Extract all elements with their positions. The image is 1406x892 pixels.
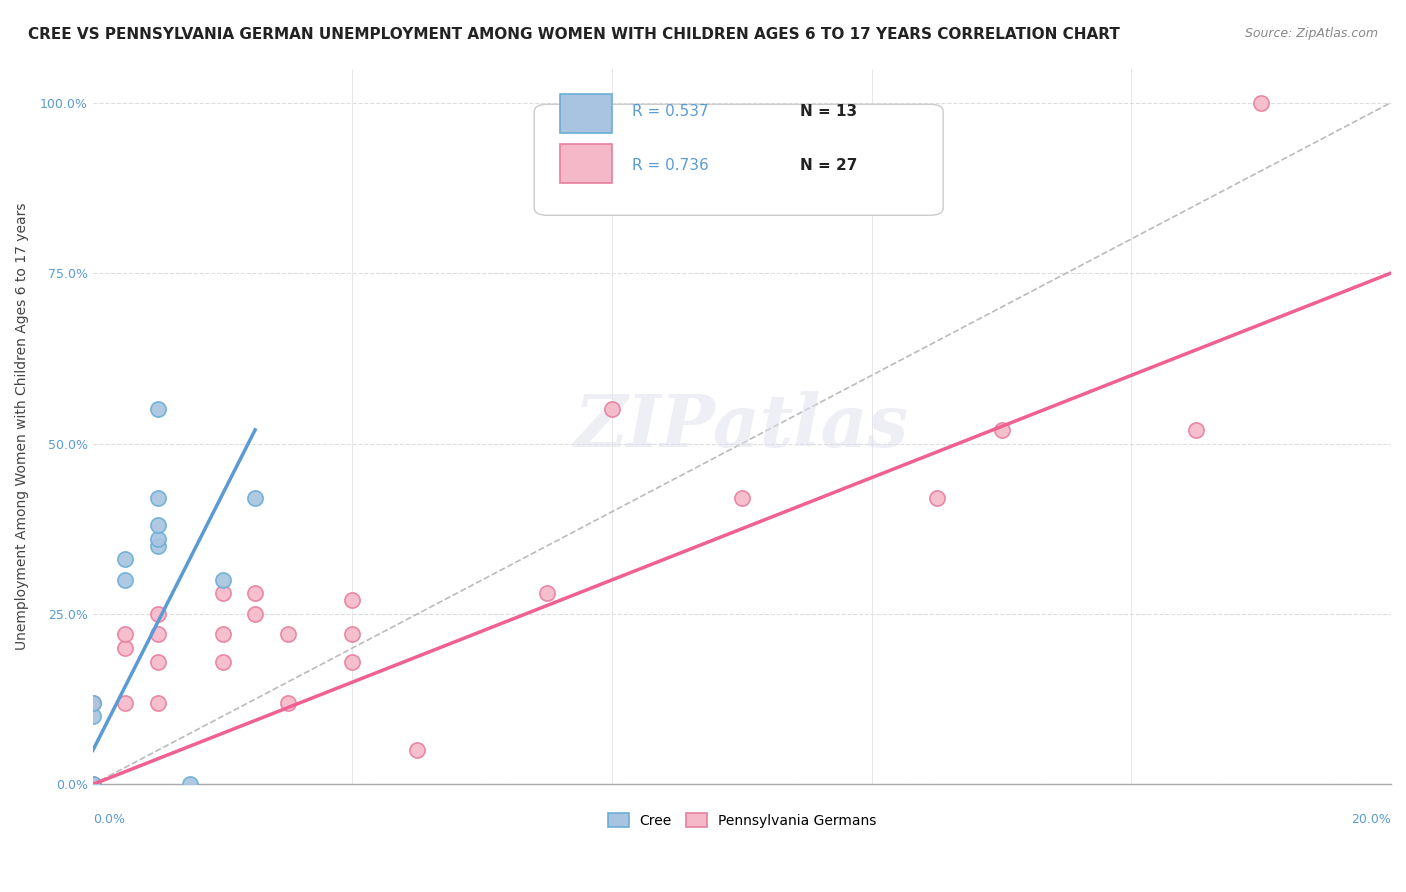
Point [277, 627, 299, 641]
Point [146, 655, 169, 669]
Point [114, 573, 136, 587]
Point [406, 743, 429, 757]
Text: N = 13: N = 13 [800, 104, 858, 119]
Point [114, 696, 136, 710]
Point [179, 777, 201, 791]
Text: CREE VS PENNSYLVANIA GERMAN UNEMPLOYMENT AMONG WOMEN WITH CHILDREN AGES 6 TO 17 : CREE VS PENNSYLVANIA GERMAN UNEMPLOYMENT… [28, 27, 1121, 42]
Point [82, 696, 104, 710]
Point [146, 491, 169, 505]
Text: N = 27: N = 27 [800, 158, 858, 173]
Point [146, 402, 169, 417]
Point [536, 586, 558, 600]
FancyBboxPatch shape [534, 104, 943, 215]
Point [211, 586, 233, 600]
Text: 20.0%: 20.0% [1351, 813, 1391, 826]
Point [600, 402, 623, 417]
Point [243, 586, 266, 600]
Text: ZIPatlas: ZIPatlas [575, 391, 910, 462]
Point [211, 627, 233, 641]
Point [277, 696, 299, 710]
Point [1185, 423, 1208, 437]
Point [211, 573, 233, 587]
Point [342, 593, 364, 607]
Point [342, 655, 364, 669]
Point [146, 607, 169, 621]
Point [82, 777, 104, 791]
Point [82, 777, 104, 791]
Point [114, 552, 136, 566]
Text: 0.0%: 0.0% [93, 813, 125, 826]
Point [82, 709, 104, 723]
Text: R = 0.537: R = 0.537 [631, 104, 709, 119]
Y-axis label: Unemployment Among Women with Children Ages 6 to 17 years: Unemployment Among Women with Children A… [15, 202, 30, 650]
Point [925, 491, 948, 505]
FancyBboxPatch shape [560, 144, 612, 183]
Point [731, 491, 754, 505]
Point [114, 627, 136, 641]
Legend: Cree, Pennsylvania Germans: Cree, Pennsylvania Germans [600, 806, 883, 835]
Point [82, 696, 104, 710]
Point [146, 518, 169, 533]
FancyBboxPatch shape [560, 94, 612, 133]
Text: Source: ZipAtlas.com: Source: ZipAtlas.com [1244, 27, 1378, 40]
Point [146, 696, 169, 710]
Text: R = 0.736: R = 0.736 [631, 158, 709, 173]
Point [243, 491, 266, 505]
Point [146, 627, 169, 641]
Point [1250, 95, 1272, 110]
Point [243, 607, 266, 621]
Point [211, 655, 233, 669]
Point [146, 532, 169, 546]
Point [342, 627, 364, 641]
Point [990, 423, 1012, 437]
Point [114, 641, 136, 656]
Point [146, 539, 169, 553]
